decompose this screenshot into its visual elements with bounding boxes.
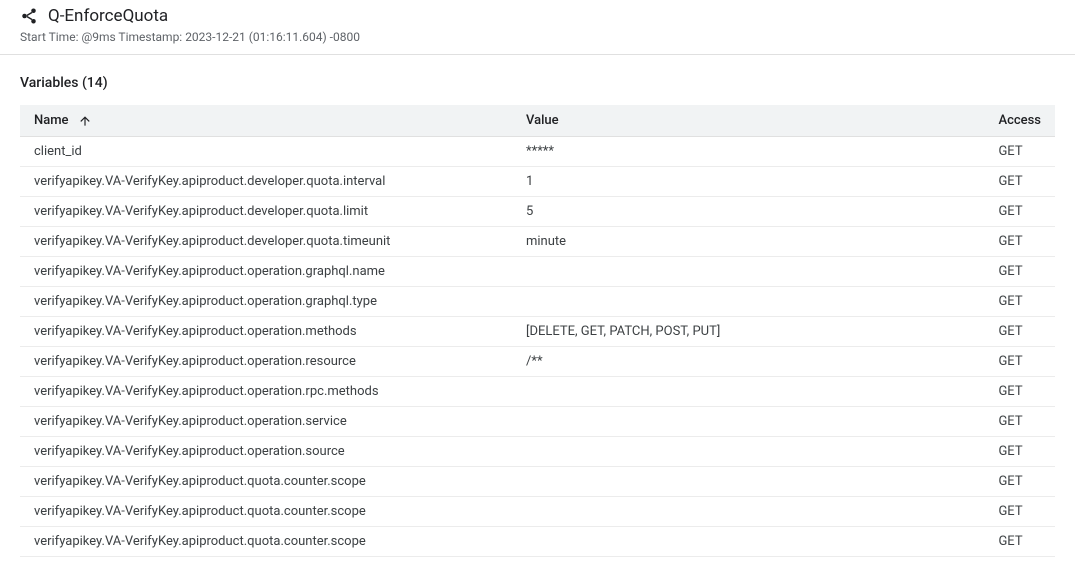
page-header: Q-EnforceQuota Start Time: @9ms Timestam…: [0, 0, 1075, 55]
cell-name: verifyapikey.VA-VerifyKey.apiproduct.ope…: [20, 257, 512, 287]
column-header-value[interactable]: Value: [512, 105, 984, 137]
cell-value: [512, 377, 984, 407]
cell-value: [512, 527, 984, 557]
cell-name: verifyapikey.VA-VerifyKey.apiproduct.quo…: [20, 467, 512, 497]
cell-name: verifyapikey.VA-VerifyKey.apiproduct.dev…: [20, 167, 512, 197]
table-row[interactable]: client_id*****GET: [20, 137, 1055, 167]
cell-name: verifyapikey.VA-VerifyKey.apiproduct.ope…: [20, 287, 512, 317]
page-title: Q-EnforceQuota: [48, 6, 168, 26]
cell-value: minute: [512, 227, 984, 257]
table-row[interactable]: verifyapikey.VA-VerifyKey.apiproduct.dev…: [20, 197, 1055, 227]
section-title: Variables (14): [20, 75, 1055, 91]
column-header-access[interactable]: Access: [984, 105, 1055, 137]
sort-ascending-icon: [78, 114, 92, 128]
cell-access: GET: [984, 467, 1055, 497]
table-row[interactable]: verifyapikey.VA-VerifyKey.apiproduct.ope…: [20, 437, 1055, 467]
cell-value: 1: [512, 167, 984, 197]
table-body: client_id*****GETverifyapikey.VA-VerifyK…: [20, 137, 1055, 557]
cell-access: GET: [984, 197, 1055, 227]
table-row[interactable]: verifyapikey.VA-VerifyKey.apiproduct.ope…: [20, 407, 1055, 437]
cell-name: verifyapikey.VA-VerifyKey.apiproduct.ope…: [20, 377, 512, 407]
page-subtitle: Start Time: @9ms Timestamp: 2023-12-21 (…: [20, 30, 1055, 44]
cell-access: GET: [984, 377, 1055, 407]
cell-access: GET: [984, 347, 1055, 377]
table-row[interactable]: verifyapikey.VA-VerifyKey.apiproduct.quo…: [20, 467, 1055, 497]
variables-section: Variables (14) Name Value Access: [0, 55, 1075, 557]
cell-value: [DELETE, GET, PATCH, POST, PUT]: [512, 317, 984, 347]
column-header-value-label: Value: [526, 113, 559, 128]
table-row[interactable]: verifyapikey.VA-VerifyKey.apiproduct.ope…: [20, 287, 1055, 317]
cell-value: [512, 287, 984, 317]
cell-access: GET: [984, 407, 1055, 437]
variables-table: Name Value Access client_id*****GETverif…: [20, 105, 1055, 557]
cell-value: *****: [512, 137, 984, 167]
share-icon: [20, 7, 38, 25]
cell-value: /**: [512, 347, 984, 377]
column-header-access-label: Access: [998, 113, 1041, 128]
table-header-row: Name Value Access: [20, 105, 1055, 137]
column-header-name[interactable]: Name: [20, 105, 512, 137]
cell-access: GET: [984, 137, 1055, 167]
cell-value: [512, 437, 984, 467]
cell-name: verifyapikey.VA-VerifyKey.apiproduct.ope…: [20, 347, 512, 377]
cell-value: [512, 497, 984, 527]
cell-name: verifyapikey.VA-VerifyKey.apiproduct.quo…: [20, 527, 512, 557]
cell-access: GET: [984, 527, 1055, 557]
table-row[interactable]: verifyapikey.VA-VerifyKey.apiproduct.dev…: [20, 167, 1055, 197]
cell-name: verifyapikey.VA-VerifyKey.apiproduct.ope…: [20, 407, 512, 437]
cell-name: verifyapikey.VA-VerifyKey.apiproduct.ope…: [20, 317, 512, 347]
table-row[interactable]: verifyapikey.VA-VerifyKey.apiproduct.ope…: [20, 377, 1055, 407]
cell-access: GET: [984, 287, 1055, 317]
table-row[interactable]: verifyapikey.VA-VerifyKey.apiproduct.quo…: [20, 527, 1055, 557]
cell-name: verifyapikey.VA-VerifyKey.apiproduct.quo…: [20, 497, 512, 527]
column-header-name-label: Name: [34, 113, 69, 128]
cell-access: GET: [984, 167, 1055, 197]
cell-value: 5: [512, 197, 984, 227]
table-row[interactable]: verifyapikey.VA-VerifyKey.apiproduct.ope…: [20, 257, 1055, 287]
cell-access: GET: [984, 227, 1055, 257]
cell-value: [512, 467, 984, 497]
cell-value: [512, 257, 984, 287]
table-row[interactable]: verifyapikey.VA-VerifyKey.apiproduct.dev…: [20, 227, 1055, 257]
cell-name: verifyapikey.VA-VerifyKey.apiproduct.dev…: [20, 197, 512, 227]
cell-access: GET: [984, 437, 1055, 467]
table-row[interactable]: verifyapikey.VA-VerifyKey.apiproduct.ope…: [20, 347, 1055, 377]
cell-value: [512, 407, 984, 437]
cell-access: GET: [984, 257, 1055, 287]
table-row[interactable]: verifyapikey.VA-VerifyKey.apiproduct.ope…: [20, 317, 1055, 347]
cell-name: verifyapikey.VA-VerifyKey.apiproduct.ope…: [20, 437, 512, 467]
table-row[interactable]: verifyapikey.VA-VerifyKey.apiproduct.quo…: [20, 497, 1055, 527]
cell-name: verifyapikey.VA-VerifyKey.apiproduct.dev…: [20, 227, 512, 257]
cell-access: GET: [984, 317, 1055, 347]
title-row: Q-EnforceQuota: [20, 6, 1055, 26]
cell-access: GET: [984, 497, 1055, 527]
cell-name: client_id: [20, 137, 512, 167]
